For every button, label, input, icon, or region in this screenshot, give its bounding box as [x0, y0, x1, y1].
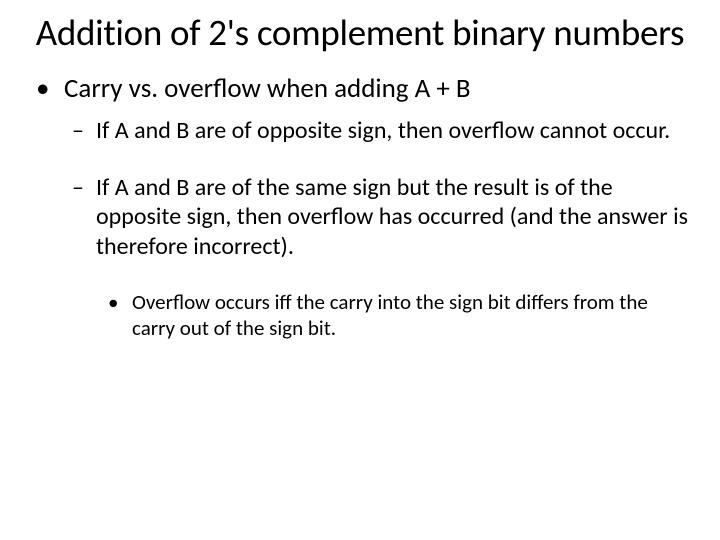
- bullet-list-level2: – If A and B are of opposite sign, then …: [28, 116, 692, 261]
- list-item: – If A and B are of the same sign but th…: [72, 173, 692, 261]
- bullet-list-level1: • Carry vs. overflow when adding A + B: [28, 73, 692, 105]
- bullet-list-level3: • Overflow occurs iff the carry into the…: [28, 289, 692, 342]
- level1-text: Carry vs. overflow when adding A + B: [64, 73, 471, 105]
- slide-title: Addition of 2's complement binary number…: [28, 12, 692, 53]
- list-item: • Overflow occurs iff the carry into the…: [108, 289, 692, 342]
- bullet-dash-icon: –: [72, 116, 96, 145]
- bullet-dot-icon: •: [108, 289, 132, 342]
- bullet-dash-icon: –: [72, 173, 96, 261]
- level3-text: Overflow occurs iff the carry into the s…: [132, 289, 692, 342]
- bullet-dot-icon: •: [36, 73, 64, 105]
- level2b-text: If A and B are of the same sign but the …: [96, 173, 692, 261]
- list-item: • Carry vs. overflow when adding A + B: [36, 73, 692, 105]
- level2a-text: If A and B are of opposite sign, then ov…: [96, 116, 670, 145]
- list-item: – If A and B are of opposite sign, then …: [72, 116, 692, 145]
